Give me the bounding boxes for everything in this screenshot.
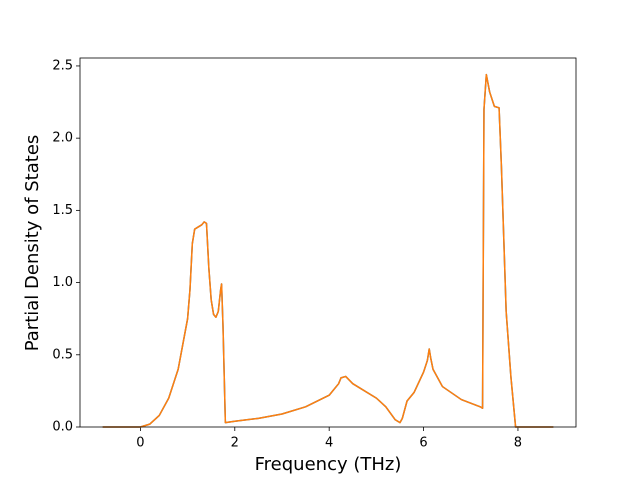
plot-frame: [79, 57, 577, 428]
y-axis-title: Partial Density of States: [22, 135, 43, 352]
y-tick-label: 1.5: [52, 203, 73, 218]
y-tick-label: 0.0: [52, 420, 73, 435]
y-tick-label: 2.5: [52, 58, 73, 73]
x-tick-label: 0: [136, 436, 144, 451]
x-axis-title: Frequency (THz): [255, 454, 402, 475]
y-tick-label: 1.0: [52, 275, 73, 290]
x-tick-label: 8: [514, 436, 522, 451]
y-tick-label: 2.0: [52, 131, 73, 146]
y-tick-label: 0.5: [52, 347, 73, 362]
x-tick-label: 4: [325, 436, 333, 451]
data-line: [102, 73, 554, 428]
x-tick-label: 6: [419, 436, 427, 451]
data-line: [102, 73, 554, 428]
x-tick-label: 2: [231, 436, 239, 451]
